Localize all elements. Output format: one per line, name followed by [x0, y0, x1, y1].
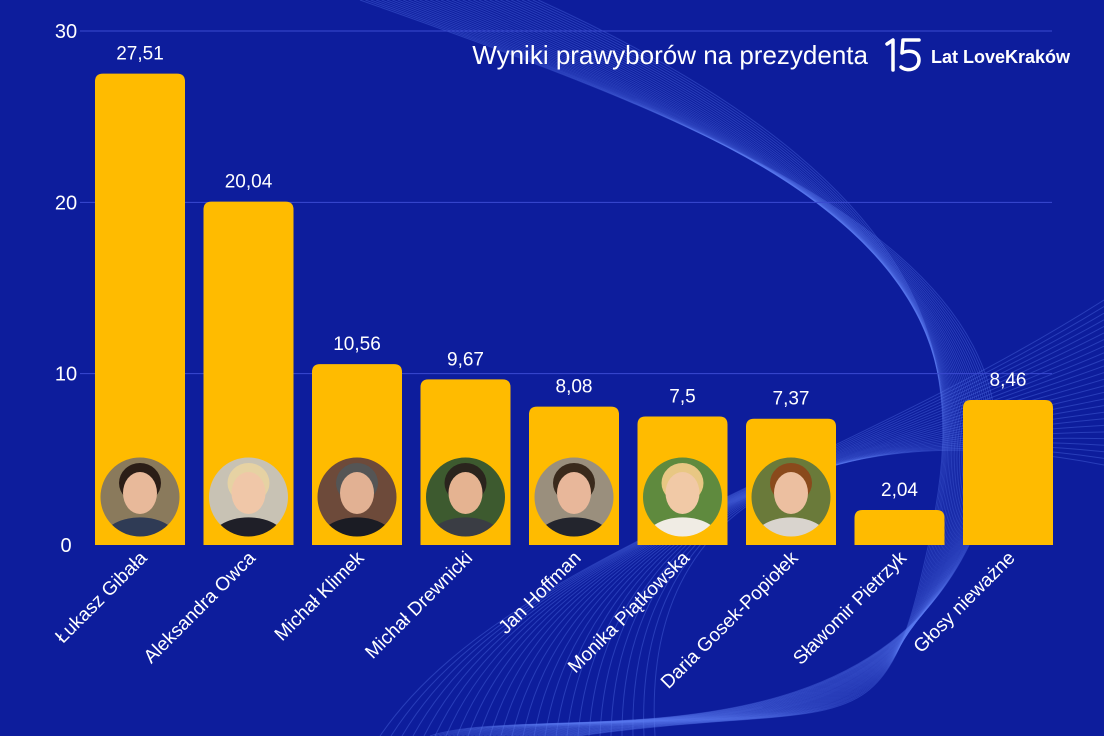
candidate-photos: [97, 454, 834, 540]
bar: [854, 510, 945, 545]
x-tick-label: Michał Klimek: [271, 547, 369, 645]
y-tick-label: 20: [55, 192, 77, 214]
wave-line: [403, 0, 982, 736]
x-tick-label: Michał Drewnicki: [361, 548, 477, 664]
y-tick-label: 10: [55, 364, 77, 386]
candidate-photo: [531, 454, 617, 540]
candidate-photo: [423, 454, 508, 540]
wave-line: [489, 0, 954, 736]
candidate-photo: [97, 454, 183, 540]
candidate-photo: [640, 454, 725, 540]
value-label: 8,08: [556, 377, 593, 398]
wave-line: [467, 0, 961, 736]
value-labels: 27,51 20,04 10,56 9,67 8,08 7,5 7,37 2,04 8,46: [116, 44, 1026, 501]
wave-line: [484, 0, 956, 736]
wave-line: [451, 0, 966, 736]
y-tick-label: 0: [60, 535, 71, 557]
x-tick-label: Łukasz Gibała: [52, 547, 152, 647]
y-axis-ticks: 0 10 20 30: [55, 21, 77, 557]
value-label: 7,37: [773, 389, 810, 410]
value-label: 2,04: [881, 480, 918, 501]
x-tick-label: Aleksandra Owca: [140, 547, 260, 667]
candidate-photo: [206, 454, 291, 540]
x-tick-label: Monika Piątkowska: [564, 547, 694, 677]
bar: [95, 73, 185, 546]
value-label: 9,67: [447, 349, 484, 370]
value-label: 20,04: [225, 172, 273, 193]
bar: [963, 400, 1053, 545]
value-label: 7,5: [669, 387, 695, 408]
brand-15-icon: [885, 38, 921, 72]
brand-text: Lat LoveKraków: [931, 47, 1071, 67]
bar: [203, 201, 294, 545]
candidate-photo: [314, 454, 400, 540]
brand-logo: Lat LoveKraków: [885, 38, 1071, 72]
wave-line: [440, 0, 969, 736]
wave-line: [446, 0, 967, 736]
value-label: 10,56: [333, 334, 381, 355]
wave-line: [473, 0, 959, 736]
y-tick-label: 30: [55, 21, 77, 43]
candidate-photo: [748, 454, 834, 540]
chart-title: Wyniki prawyborów na prezydenta: [472, 40, 868, 70]
value-label: 8,46: [990, 370, 1027, 391]
wave-line: [462, 0, 962, 736]
wave-line: [457, 0, 964, 736]
wave-line: [537, 0, 944, 736]
value-label: 27,51: [116, 44, 164, 65]
wave-line: [478, 0, 957, 736]
